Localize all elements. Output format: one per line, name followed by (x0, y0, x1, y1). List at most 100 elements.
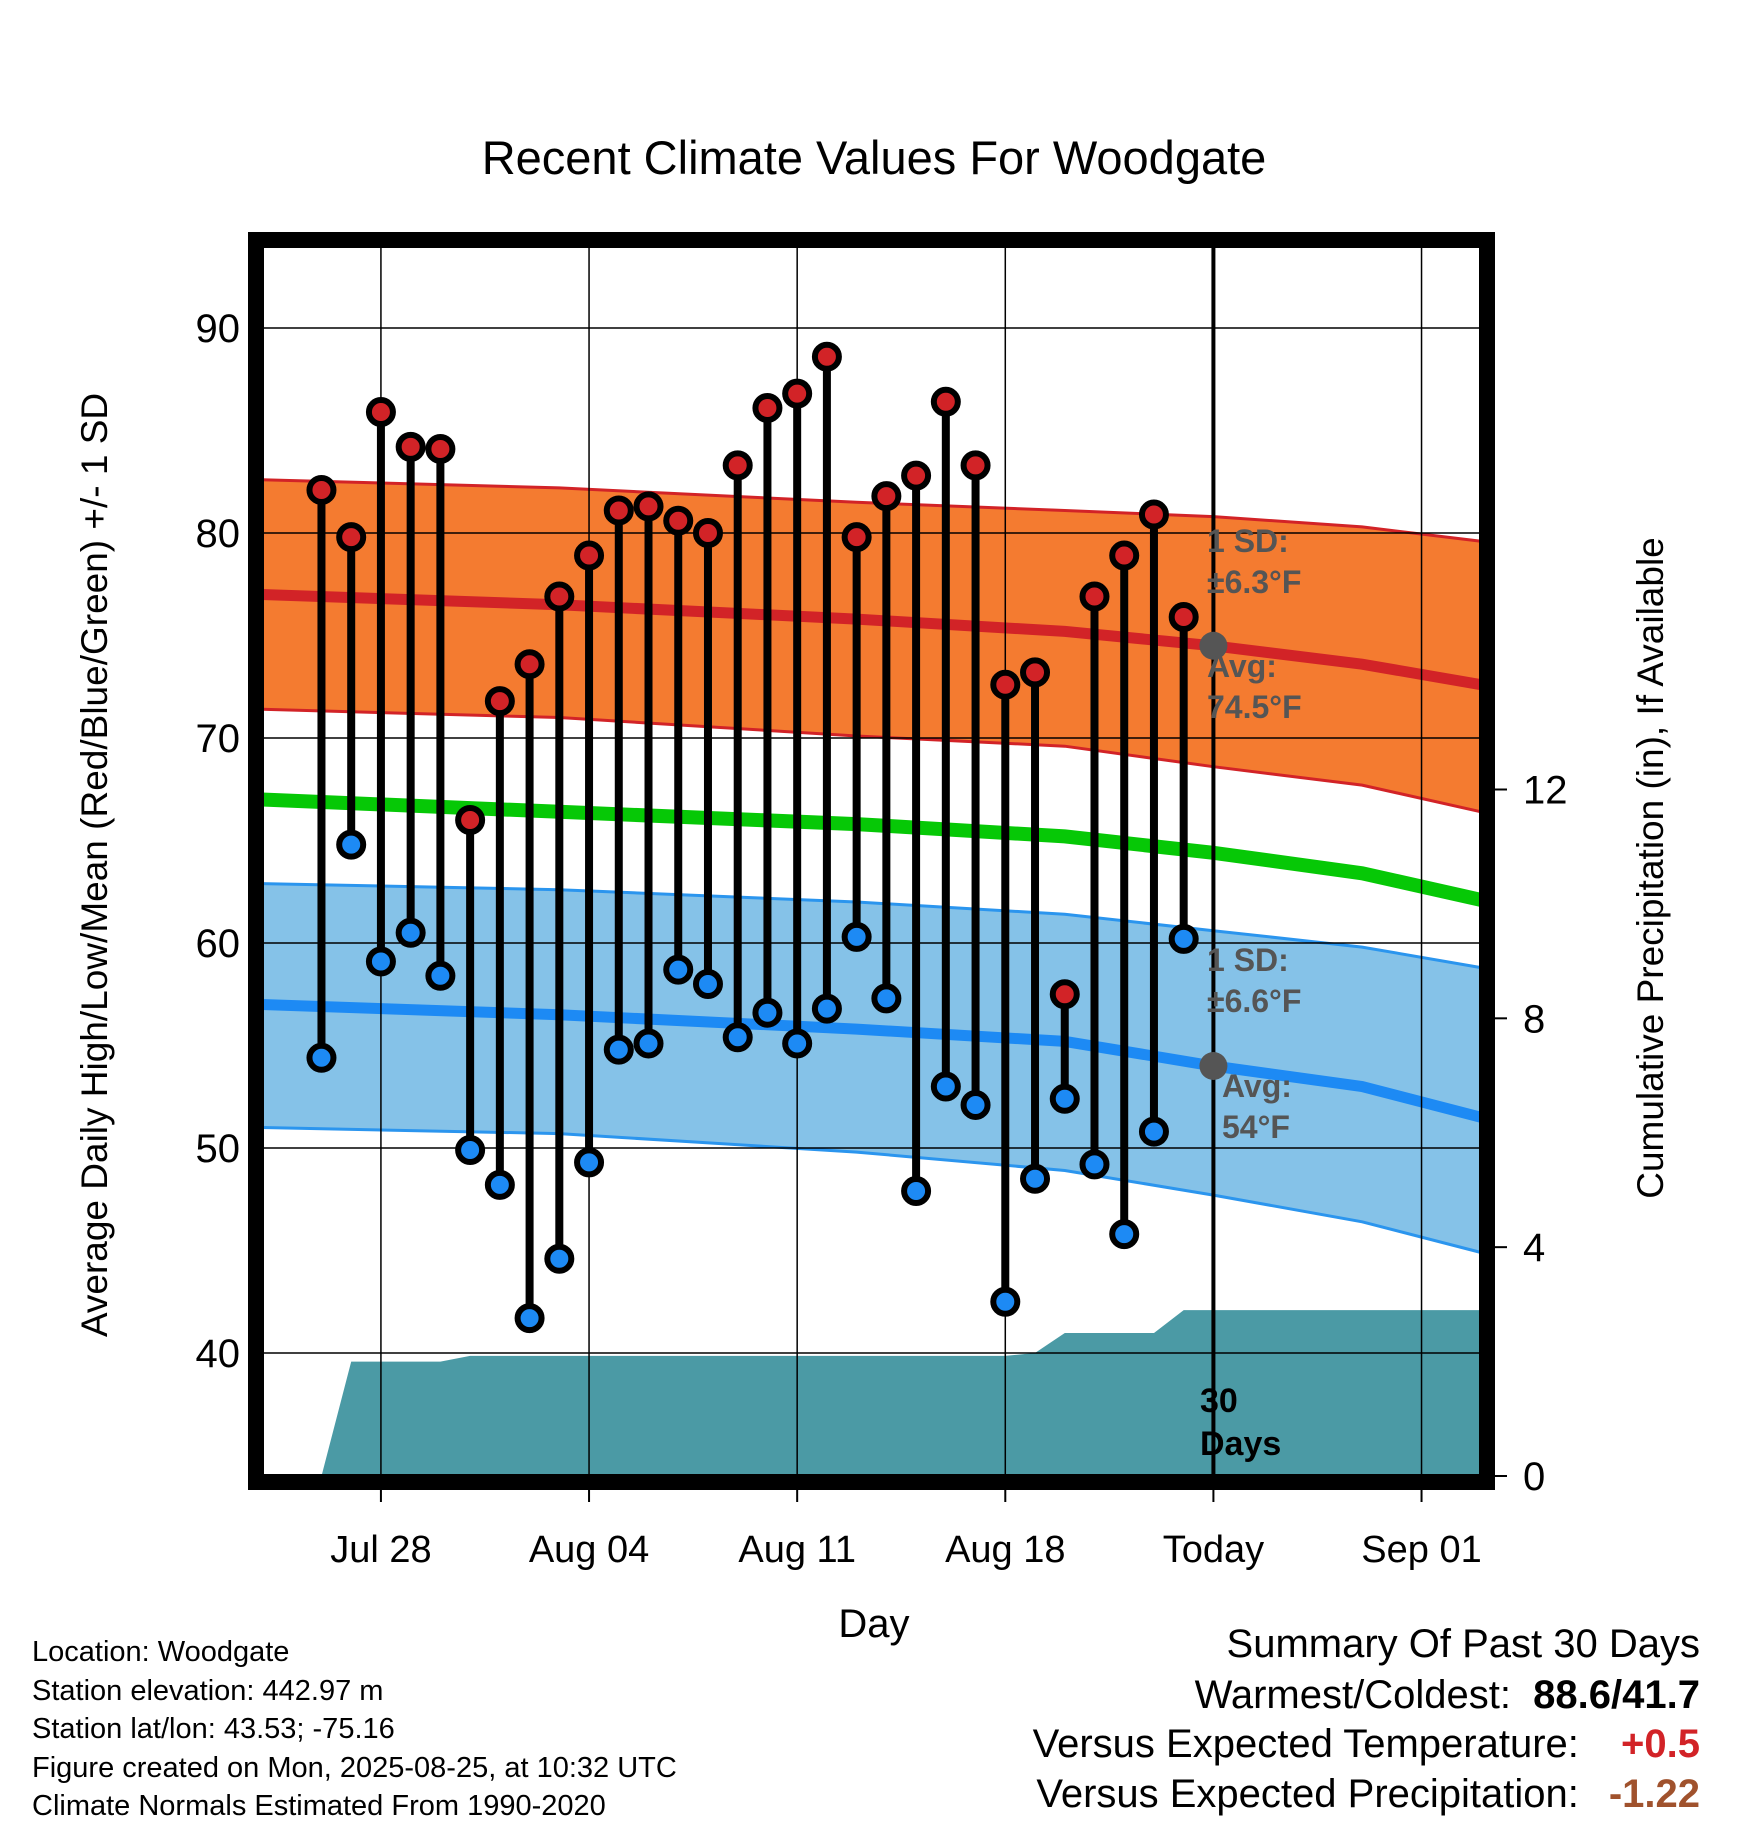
y-axis-label: Average Daily High/Low/Mean (Red/Blue/Gr… (74, 393, 115, 1337)
high-point (871, 481, 902, 512)
high-point (1168, 602, 1199, 633)
low-point (1109, 1219, 1140, 1250)
low-point (901, 1176, 932, 1207)
day-bar-2025-07-26 (306, 474, 337, 1073)
high-point (306, 474, 337, 505)
low-point (722, 1022, 753, 1053)
low-point (514, 1303, 545, 1334)
chart-title: Recent Climate Values For Woodgate (482, 131, 1267, 184)
axes: 40 50 60 70 80 90 0 4 8 12 Jul 28 Aug 04 Aug 11 Aug 1… (196, 232, 1568, 1571)
x-tick-label: Aug 04 (529, 1529, 649, 1571)
low-point (574, 1147, 605, 1178)
low-point (752, 997, 783, 1028)
normals-text: Climate Normals Estimated From 1990-2020 (32, 1790, 606, 1822)
high-point (692, 518, 723, 548)
high-sd-value: ±6.3°F (1207, 564, 1301, 600)
high-point (930, 386, 961, 417)
summary-title: Summary Of Past 30 Days (1226, 1622, 1700, 1666)
summary-temp: Versus Expected Temperature: +0.5 (1033, 1722, 1700, 1767)
high-point (1049, 979, 1080, 1010)
x-tick-label: Jul 28 (330, 1529, 431, 1571)
high-point (365, 397, 396, 428)
high-point (960, 450, 991, 481)
high-point (603, 495, 634, 526)
precipitation-area (262, 1310, 1481, 1476)
low-point (336, 829, 367, 860)
low-point (782, 1028, 813, 1059)
low-point (1138, 1116, 1169, 1147)
y-tick-label: 60 (196, 922, 241, 966)
precip-value: -1.22 (1608, 1772, 1700, 1816)
high-point (455, 805, 486, 835)
low-point (871, 983, 902, 1014)
daily-bars (306, 341, 1199, 1334)
low-point (692, 969, 723, 999)
precip-area (262, 1310, 1481, 1476)
high-point (633, 491, 664, 522)
warm-cold-value: 88.6/41.7 (1533, 1673, 1700, 1717)
day-bar-2025-07-27 (336, 522, 367, 860)
low-sd-value: ±6.6°F (1207, 983, 1301, 1019)
y2-tick-label: 8 (1523, 997, 1545, 1041)
high-point (544, 581, 575, 612)
day-bar-2025-08-08 (692, 518, 723, 999)
low-point (1168, 923, 1199, 954)
day-bar-2025-08-23 (1138, 499, 1169, 1147)
precip-label: Versus Expected Precipitation: (1036, 1772, 1579, 1816)
day-bar-2025-08-02 (514, 649, 545, 1334)
low-point (930, 1071, 961, 1102)
high-point (574, 540, 605, 571)
low-point (990, 1286, 1021, 1317)
day-bar-2025-08-11 (782, 378, 813, 1059)
day-bar-2025-08-15 (901, 460, 932, 1207)
y2-tick-label: 12 (1523, 768, 1568, 812)
low-point (1049, 1083, 1080, 1114)
high-point (663, 505, 694, 536)
low-point (365, 946, 396, 977)
y-tick-label: 80 (196, 512, 241, 556)
high-point (901, 460, 932, 491)
temp-label: Versus Expected Temperature: (1032, 1722, 1579, 1766)
low-point (811, 993, 842, 1024)
low-point (603, 1034, 634, 1065)
x-axis-label: Day (838, 1602, 909, 1646)
low-point (1020, 1163, 1051, 1194)
low-avg-value: 54°F (1222, 1109, 1290, 1145)
day-bar-2025-08-05 (603, 495, 634, 1065)
high-point (752, 392, 783, 423)
day-bar-2025-08-20 (1049, 979, 1080, 1114)
high-band-fill (262, 479, 1481, 812)
high-band-upper-edge (261, 478, 1482, 543)
day-bar-2025-08-22 (1109, 540, 1140, 1250)
high-avg-label: Avg: (1207, 648, 1277, 684)
day-bar-2025-08-19 (1020, 657, 1051, 1194)
elevation-text: Station elevation: 442.97 m (32, 1675, 384, 1707)
low-point (1079, 1149, 1110, 1180)
low-point (960, 1089, 991, 1120)
day-bar-2025-08-13 (841, 522, 872, 952)
y-tick-label: 70 (196, 717, 241, 761)
normal-bands (261, 478, 1483, 1254)
day-bar-2025-08-17 (960, 450, 991, 1120)
high-sd-label: 1 SD: (1207, 523, 1289, 559)
high-point (1138, 499, 1169, 530)
low-point (395, 917, 426, 948)
y-tick-label: 50 (196, 1127, 241, 1171)
latlon-text: Station lat/lon: 43.53; -75.16 (32, 1713, 395, 1745)
low-band-fill (262, 883, 1481, 1253)
high-point (782, 378, 813, 409)
y2-tick-label: 0 (1523, 1455, 1545, 1499)
y-tick-label: 90 (196, 307, 241, 351)
window-label-days: Days (1200, 1425, 1281, 1463)
high-avg-value: 74.5°F (1207, 689, 1302, 725)
low-point (484, 1169, 515, 1200)
low-point (633, 1028, 664, 1059)
low-sd-label: 1 SD: (1207, 942, 1289, 978)
day-bar-2025-08-14 (871, 481, 902, 1014)
day-bar-2025-08-16 (930, 386, 961, 1102)
low-point (544, 1243, 575, 1274)
day-bar-2025-07-30 (425, 433, 456, 991)
low-avg-marker (1199, 1052, 1228, 1080)
high-point (841, 522, 872, 553)
low-point (841, 921, 872, 952)
